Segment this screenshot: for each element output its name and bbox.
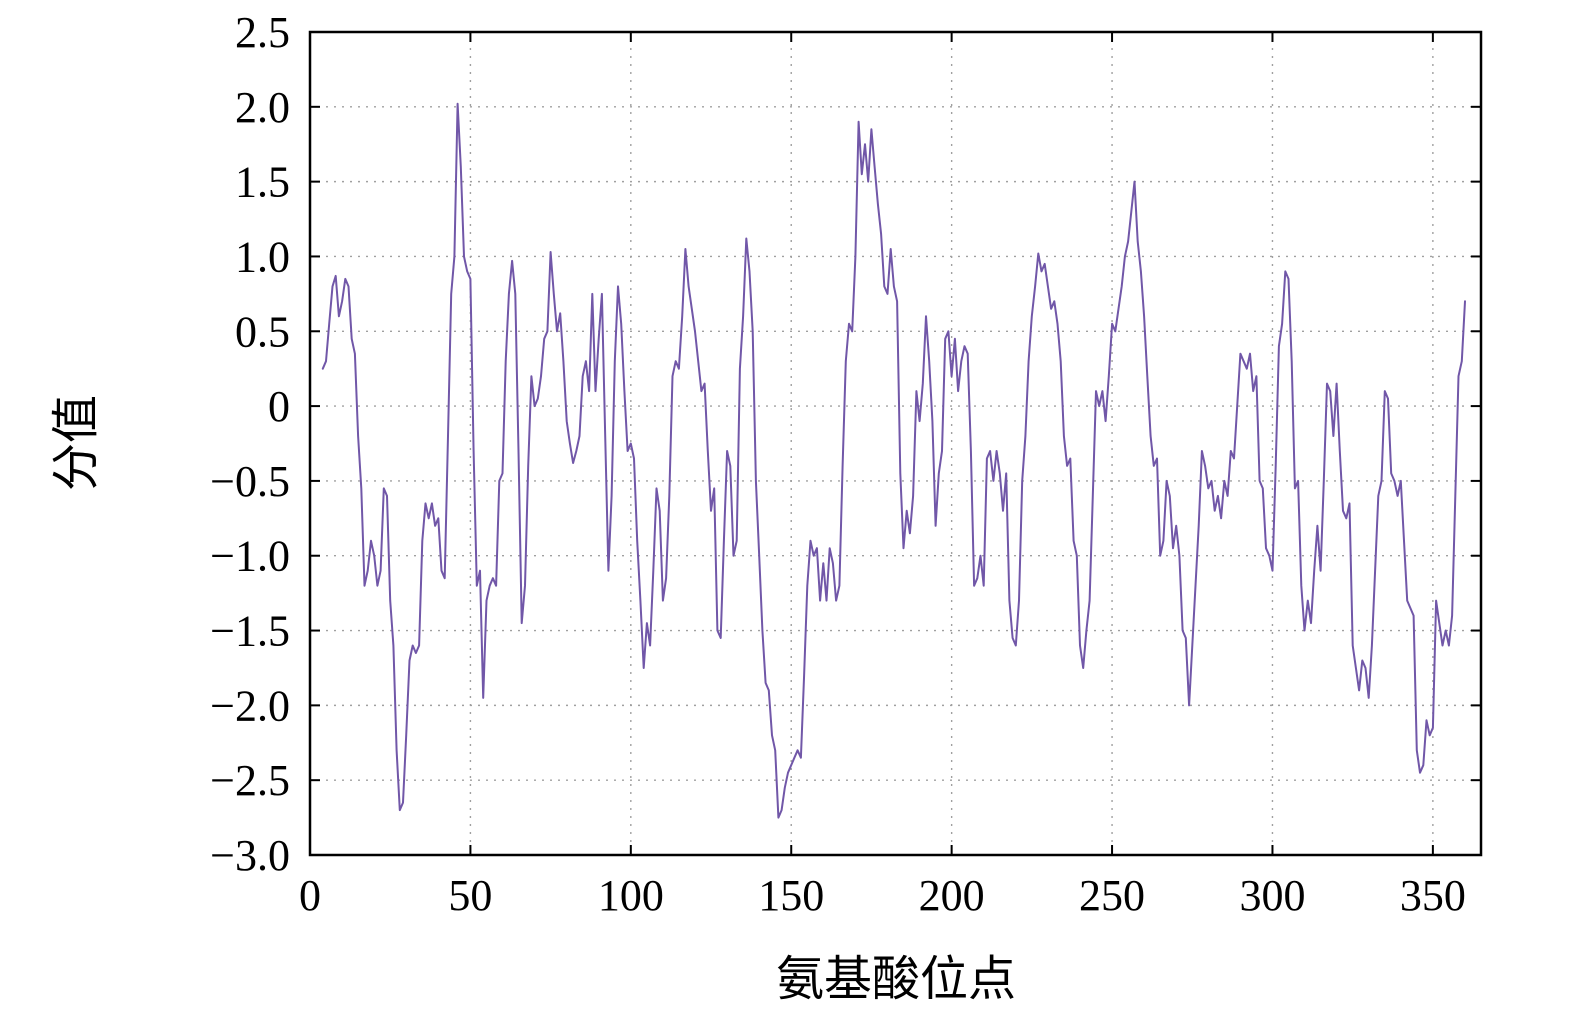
y-tick-label: −2.5: [210, 756, 290, 805]
y-tick-label: 1.0: [235, 232, 290, 281]
x-tick-label: 0: [299, 871, 321, 920]
x-tick-label: 150: [758, 871, 824, 920]
score-line-series: [321, 102, 1466, 819]
x-tick-label: 100: [598, 871, 664, 920]
tick-labels: 0 50 100 150 200 250 300 350 −3.0 −2.5 −2.0 −1.5 −1.…: [210, 8, 1466, 920]
y-tick-label: −0.5: [210, 457, 290, 506]
data-series: [321, 102, 1466, 819]
y-tick-label: −2.0: [210, 681, 290, 730]
y-tick-label: 2.5: [235, 8, 290, 57]
axes-frame: [308, 30, 1483, 857]
y-tick-label: 0: [268, 382, 290, 431]
x-tick-label: 300: [1239, 871, 1305, 920]
x-tick-label: 250: [1079, 871, 1145, 920]
y-axis-title: 分值: [50, 395, 103, 491]
y-tick-label: 0.5: [235, 307, 290, 356]
y-tick-label: 2.0: [235, 83, 290, 132]
y-tick-label: 1.5: [235, 158, 290, 207]
y-tick-label: −1.0: [210, 532, 290, 581]
plot-frame: [308, 30, 1483, 857]
y-tick-label: −3.0: [210, 831, 290, 880]
y-tick-label: −1.5: [210, 607, 290, 656]
x-axis-title: 氨基酸位点: [776, 953, 1016, 1006]
grid-lines: [310, 32, 1481, 855]
x-tick-label: 200: [919, 871, 985, 920]
x-tick-label: 50: [448, 871, 492, 920]
x-tick-label: 350: [1400, 871, 1466, 920]
